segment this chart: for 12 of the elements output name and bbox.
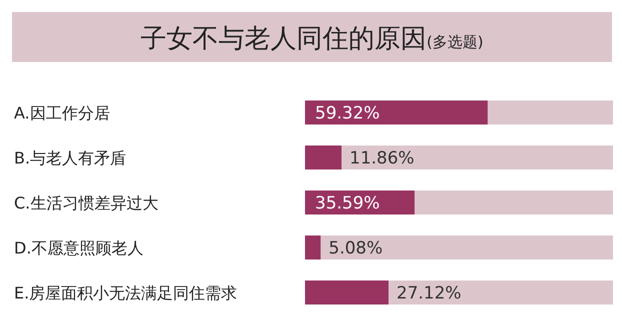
y-tick-label: C.生活习惯差异过大 [14,194,158,212]
data-label: 35.59% [315,194,380,214]
y-tick-label: A.因工作分居 [14,104,110,122]
data-label: 5.08% [328,238,383,258]
y-tick-label: E.房屋面积小无法满足同住需求 [14,284,238,302]
data-label: 59.32% [315,104,380,124]
chart-title: 子女不与老人同住的原因 [140,24,427,54]
data-label: 11.86% [350,148,414,168]
y-tick-label: D.不愿意照顾老人 [14,238,144,258]
data-label: 27.12% [396,284,462,304]
chart-subtitle: (多选题) [426,33,484,51]
y-tick-label: B.与老人有矛盾 [14,148,126,168]
